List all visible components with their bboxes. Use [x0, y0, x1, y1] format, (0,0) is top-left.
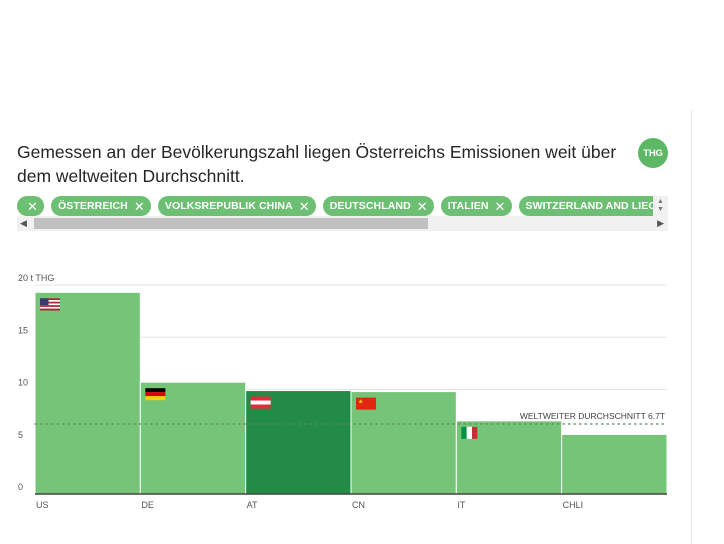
flag-cn-icon: ★: [356, 397, 376, 410]
svg-text:★: ★: [358, 399, 363, 406]
chart-headline: Gemessen an der Bevölkerungszahl liegen …: [17, 142, 617, 186]
unit-badge[interactable]: THG: [638, 138, 668, 168]
filter-chip-label: ÖSTERREICH: [58, 200, 128, 212]
filter-chip[interactable]: ✕: [17, 196, 44, 216]
close-icon[interactable]: ✕: [133, 198, 145, 214]
scroll-left-icon[interactable]: ◀: [20, 218, 27, 228]
scrollbar-thumb[interactable]: [34, 218, 428, 229]
x-tick-label: AT: [247, 500, 258, 510]
x-tick-label: DE: [141, 500, 154, 510]
close-icon[interactable]: ✕: [416, 198, 428, 214]
y-tick-label: 20 t THG: [18, 273, 54, 283]
filter-chip-label: ITALIEN: [447, 200, 489, 212]
card-edge: [691, 110, 692, 544]
close-icon[interactable]: ✕: [298, 198, 310, 214]
y-tick-label: 0: [18, 482, 23, 492]
filter-chip-bar: ✕ ÖSTERREICH ✕ VOLKSREPUBLIK CHINA ✕ DEUTSCHL…: [17, 196, 653, 216]
close-icon[interactable]: ✕: [27, 198, 38, 214]
y-tick-label: 15: [18, 325, 28, 335]
filter-chip[interactable]: ITALIEN ✕: [440, 196, 512, 216]
filter-chip[interactable]: SWITZERLAND AND LIECHT✕: [518, 196, 653, 216]
filter-chip[interactable]: DEUTSCHLAND ✕: [322, 196, 434, 216]
filter-chip-label: SWITZERLAND AND LIECHT: [525, 200, 653, 212]
bar-us[interactable]: [34, 291, 141, 495]
filter-chips: ✕ ÖSTERREICH ✕ VOLKSREPUBLIK CHINA ✕ DEUTSCHL…: [17, 196, 653, 216]
flag-us-icon: [40, 298, 60, 311]
y-tick-label: 10: [18, 378, 28, 388]
average-label-bg: [505, 409, 667, 421]
filter-chip-label: VOLKSREPUBLIK CHINA: [164, 200, 293, 212]
x-tick-label: US: [36, 500, 49, 510]
scroll-down-icon[interactable]: ▼: [657, 206, 664, 213]
x-tick-label: CN: [352, 500, 365, 510]
bar-de[interactable]: [139, 381, 247, 495]
average-label: WELTWEITER DURCHSCHNITT 6.7T: [520, 411, 665, 421]
scroll-right-icon[interactable]: ▶: [657, 218, 664, 228]
flag-at-icon: [250, 396, 271, 409]
horizontal-scrollbar[interactable]: ◀ ▶: [17, 216, 668, 231]
close-icon[interactable]: ✕: [494, 198, 506, 214]
flag-it-icon: [461, 426, 478, 439]
y-tick-label: 5: [18, 430, 23, 440]
filter-chip-label: DEUTSCHLAND: [329, 200, 411, 212]
x-tick-label: CHLI: [563, 500, 584, 510]
filter-chip[interactable]: ÖSTERREICH ✕: [51, 196, 151, 216]
scroll-up-icon[interactable]: ▲: [657, 198, 664, 205]
chip-vertical-scroller[interactable]: ▲ ▼: [653, 196, 668, 216]
x-tick-label: IT: [457, 500, 466, 510]
bar-chli[interactable]: [561, 433, 668, 495]
filter-chip[interactable]: VOLKSREPUBLIK CHINA ✕: [157, 196, 316, 216]
flag-de-icon: [145, 388, 166, 401]
